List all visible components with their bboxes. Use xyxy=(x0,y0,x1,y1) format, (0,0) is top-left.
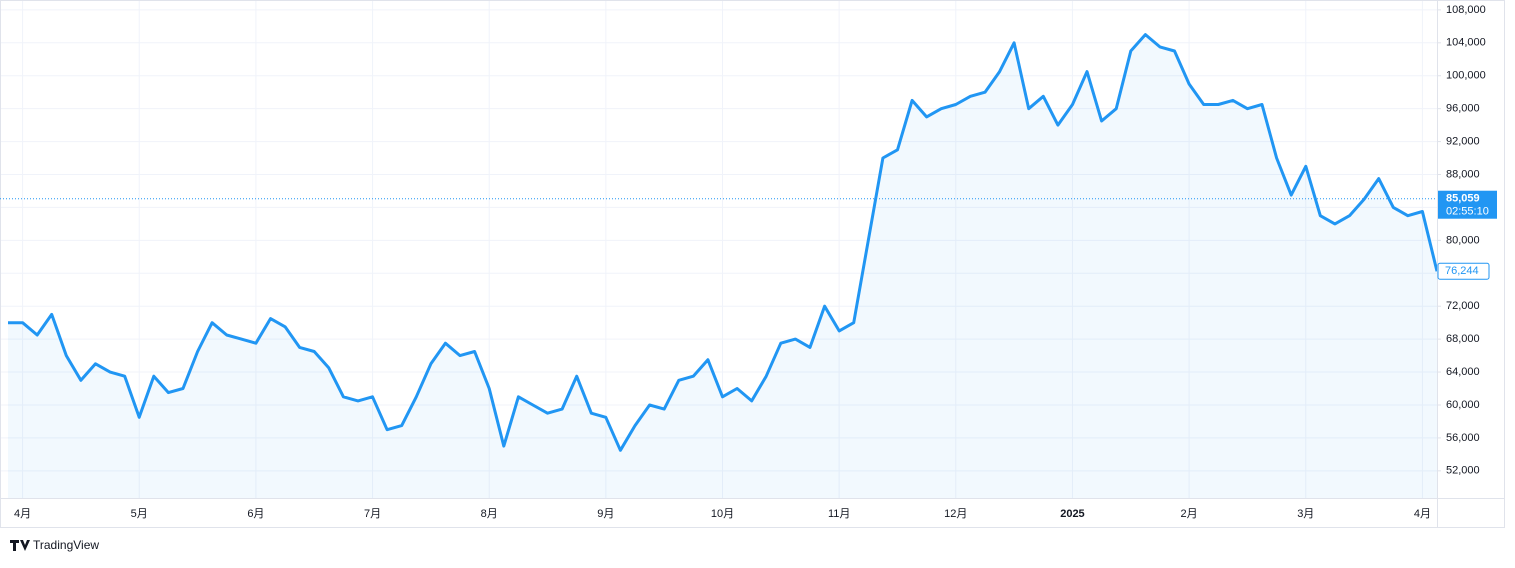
x-tick-label: 6月 xyxy=(247,508,264,520)
x-tick-label: 3月 xyxy=(1297,508,1314,520)
last-value-box xyxy=(1437,262,1490,280)
x-tick-label: 12月 xyxy=(944,508,967,520)
x-tick-label: 8月 xyxy=(481,508,498,520)
x-tick-label: 9月 xyxy=(597,508,614,520)
y-tick-label: 52,000 xyxy=(1446,465,1480,477)
overlay: 52,00056,00060,00064,00068,00072,00076,0… xyxy=(0,4,1497,520)
y-tick-label: 60,000 xyxy=(1446,399,1480,411)
y-tick-label: 100,000 xyxy=(1446,70,1486,82)
frame xyxy=(0,0,1505,528)
y-tick-label: 104,000 xyxy=(1446,37,1486,49)
x-tick-label: 7月 xyxy=(364,508,381,520)
x-tick-label: 4月 xyxy=(1414,508,1431,520)
y-tick-label: 56,000 xyxy=(1446,432,1480,444)
x-tick-label: 5月 xyxy=(131,508,148,520)
price-label: 85,059 xyxy=(1446,193,1480,205)
y-tick-label: 88,000 xyxy=(1446,168,1480,180)
y-tick-label: 80,000 xyxy=(1446,234,1480,246)
countdown: 02:55:10 xyxy=(1446,206,1489,218)
line xyxy=(8,33,1439,452)
y-tick-label: 92,000 xyxy=(1446,135,1480,147)
logo xyxy=(10,540,30,551)
area-fill xyxy=(8,34,1437,498)
y-tick-label: 96,000 xyxy=(1446,103,1480,115)
y-tick-label: 64,000 xyxy=(1446,366,1480,378)
x-tick-label: 2月 xyxy=(1181,508,1198,520)
x-tick-label: 2025 xyxy=(1060,508,1084,520)
price-tag xyxy=(1438,190,1497,219)
x-tick-label: 11月 xyxy=(828,508,850,520)
plot xyxy=(0,0,1439,498)
brand: TradingView xyxy=(33,538,99,552)
x-tick-label: 10月 xyxy=(711,508,734,520)
x-tick-label: 4月 xyxy=(14,508,31,520)
y-tick-label: 68,000 xyxy=(1446,333,1480,345)
last-value-label: 76,244 xyxy=(1445,265,1479,277)
y-tick-label: 108,000 xyxy=(1446,4,1486,16)
y-tick-label: 72,000 xyxy=(1446,300,1480,312)
